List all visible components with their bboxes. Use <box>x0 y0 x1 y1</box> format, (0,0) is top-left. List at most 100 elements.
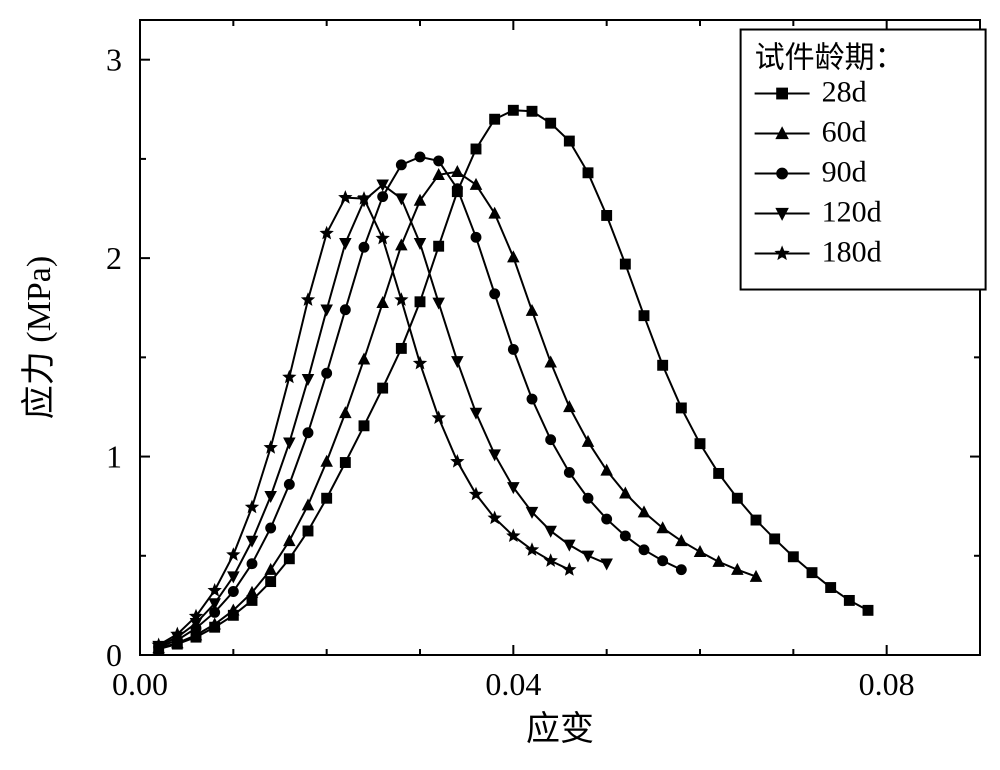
series-line <box>159 172 756 648</box>
triangle-down-marker <box>583 551 594 561</box>
square-marker <box>303 526 313 536</box>
legend: 试件龄期：28d 60d 90d 120d 180d <box>741 30 986 290</box>
y-tick-label: 2 <box>106 240 122 276</box>
square-marker <box>844 595 854 605</box>
triangle-up-marker <box>545 357 556 367</box>
triangle-down-marker <box>452 357 463 367</box>
circle-marker <box>359 242 369 252</box>
star-marker <box>227 549 239 560</box>
circle-marker <box>527 394 537 404</box>
circle-marker <box>639 545 649 555</box>
circle-marker <box>602 514 612 524</box>
circle-marker <box>490 289 500 299</box>
square-marker <box>676 403 686 413</box>
triangle-up-marker <box>527 305 538 315</box>
y-tick-label: 0 <box>106 637 122 673</box>
square-marker <box>490 114 500 124</box>
circle-marker <box>284 479 294 489</box>
circle-marker <box>340 305 350 315</box>
circle-marker <box>546 435 556 445</box>
triangle-down-marker <box>247 536 258 546</box>
circle-marker <box>564 467 574 477</box>
chart-container: 0.000.040.08应变0123应力 (MPa)试件龄期：28d60d90d… <box>0 0 1000 770</box>
triangle-up-marker <box>396 240 407 250</box>
star-marker <box>451 455 463 466</box>
star-marker <box>246 501 258 512</box>
square-marker <box>396 343 406 353</box>
square-marker <box>639 311 649 321</box>
circle-marker <box>396 160 406 170</box>
star-marker <box>414 357 426 368</box>
square-marker <box>415 297 425 307</box>
circle-marker <box>452 184 462 194</box>
legend-item-label: 90d <box>822 156 867 189</box>
triangle-up-marker <box>377 297 388 307</box>
star-marker <box>563 563 575 574</box>
square-marker <box>284 554 294 564</box>
triangle-down-marker <box>489 450 500 460</box>
chart-svg: 0.000.040.08应变0123应力 (MPa)试件龄期：28d60d90d… <box>0 0 1000 770</box>
y-tick-label: 3 <box>106 42 122 78</box>
legend-item-label: 180d <box>822 236 882 269</box>
square-marker <box>434 241 444 251</box>
triangle-up-marker <box>676 535 687 545</box>
x-tick-label: 0.08 <box>859 666 915 702</box>
star-marker <box>209 584 221 595</box>
legend-item-label: 120d <box>822 196 882 229</box>
circle-icon <box>777 168 788 179</box>
x-axis-label: 应变 <box>526 710 594 748</box>
triangle-up-marker <box>321 456 332 466</box>
triangle-down-marker <box>265 492 276 502</box>
square-marker <box>564 136 574 146</box>
square-marker <box>508 105 518 115</box>
circle-marker <box>322 368 332 378</box>
legend-title: 试件龄期： <box>755 42 905 75</box>
triangle-up-marker <box>732 564 743 574</box>
triangle-up-marker <box>695 546 706 556</box>
square-marker <box>602 211 612 221</box>
square-marker <box>695 439 705 449</box>
square-marker <box>359 421 369 431</box>
triangle-up-marker <box>508 251 519 261</box>
square-icon <box>777 88 788 99</box>
square-marker <box>826 583 836 593</box>
square-marker <box>340 458 350 468</box>
square-marker <box>378 383 388 393</box>
series-60d <box>153 166 761 653</box>
square-marker <box>788 552 798 562</box>
square-marker <box>807 568 817 578</box>
y-axis-label: 应力 (MPa) <box>20 256 58 419</box>
triangle-up-marker <box>340 407 351 417</box>
triangle-down-marker <box>433 298 444 308</box>
triangle-up-marker <box>583 436 594 446</box>
triangle-up-marker <box>471 179 482 189</box>
square-marker <box>527 106 537 116</box>
triangle-down-marker <box>396 194 407 204</box>
legend-item-label: 28d <box>822 76 867 109</box>
x-tick-label: 0.04 <box>485 666 541 702</box>
square-marker <box>732 493 742 503</box>
circle-marker <box>434 156 444 166</box>
circle-marker <box>471 232 481 242</box>
square-marker <box>583 168 593 178</box>
circle-marker <box>676 565 686 575</box>
square-marker <box>546 118 556 128</box>
circle-marker <box>620 531 630 541</box>
circle-marker <box>247 559 257 569</box>
triangle-down-marker <box>321 305 332 315</box>
triangle-down-marker <box>284 438 295 448</box>
star-marker <box>339 191 351 202</box>
triangle-down-marker <box>564 540 575 550</box>
star-marker <box>545 555 557 566</box>
triangle-up-marker <box>452 166 463 176</box>
circle-marker <box>266 523 276 533</box>
square-marker <box>658 360 668 370</box>
y-tick-label: 1 <box>106 439 122 475</box>
legend-item-label: 60d <box>822 116 867 149</box>
triangle-up-marker <box>284 535 295 545</box>
square-marker <box>714 468 724 478</box>
circle-marker <box>228 587 238 597</box>
square-marker <box>751 515 761 525</box>
square-marker <box>266 577 276 587</box>
triangle-up-marker <box>303 499 314 509</box>
